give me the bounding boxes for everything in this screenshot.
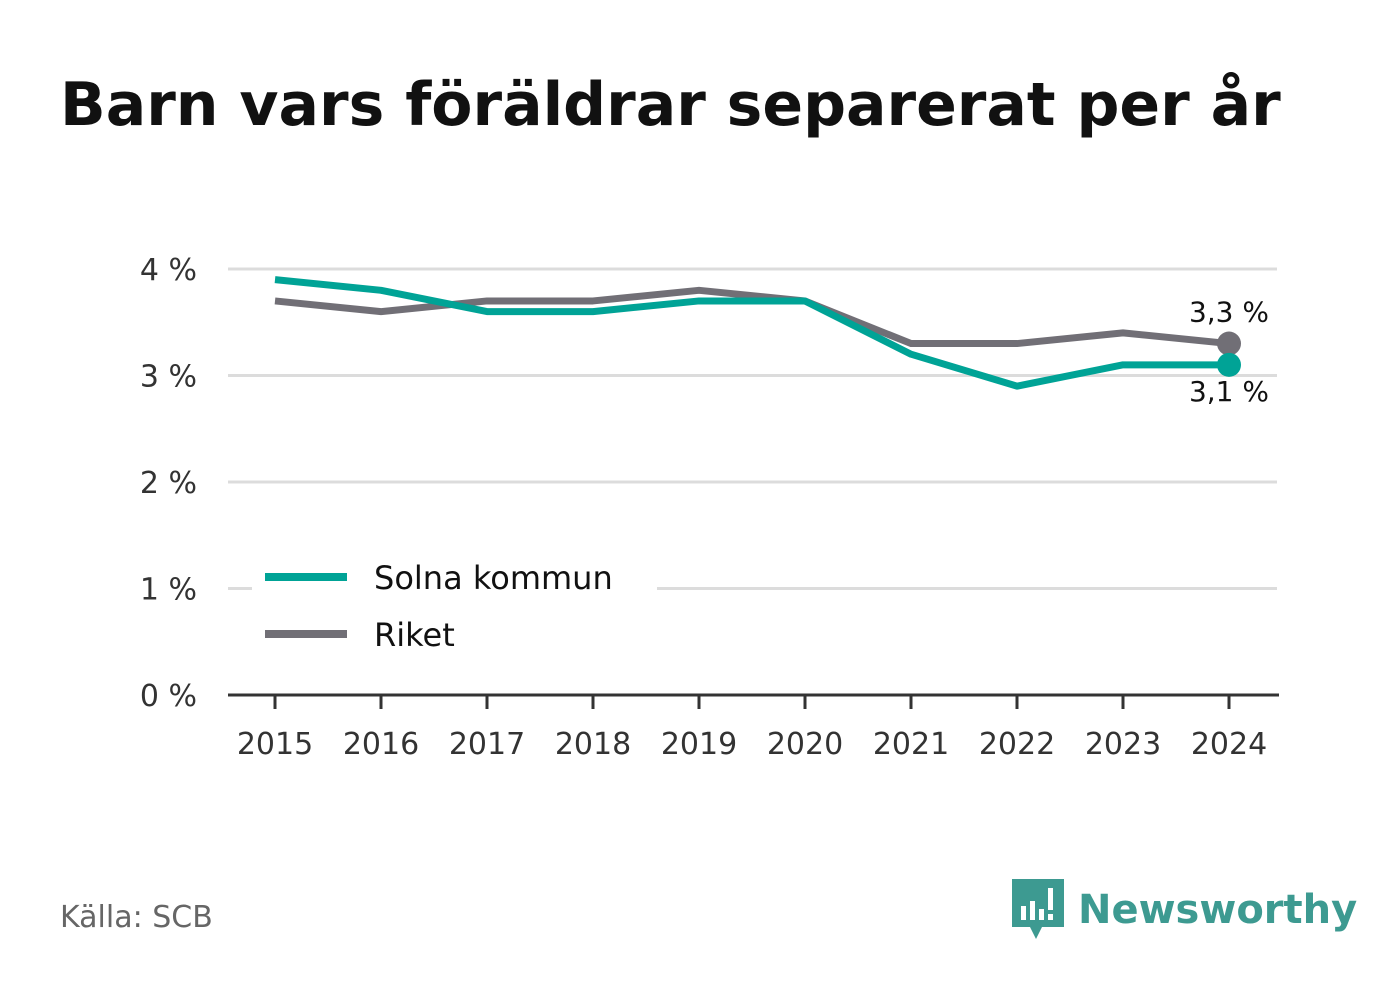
series-lines [274, 276, 1241, 390]
y-tick-label: 2 % [140, 466, 197, 501]
end-value-label: 3,1 % [1189, 375, 1269, 408]
y-axis: 0 % 1 % 2 % 3 % 4 % [140, 253, 197, 714]
newsworthy-logo-icon [1012, 879, 1064, 939]
source-note: Källa: SCB [60, 900, 213, 935]
series-line [274, 286, 1230, 348]
end-labels: 3,1 % 3,3 % [1189, 296, 1269, 408]
x-tick-label: 2015 [237, 727, 313, 762]
legend-background [252, 548, 657, 672]
x-tick-label: 2020 [767, 727, 843, 762]
series-end-point [1217, 331, 1241, 356]
x-tick-label: 2018 [555, 727, 631, 762]
end-value-label: 3,3 % [1189, 296, 1269, 329]
y-tick-label: 1 % [140, 573, 197, 608]
series-end-point [1217, 352, 1241, 377]
series-line [274, 276, 1229, 390]
x-tick-label: 2016 [343, 727, 419, 762]
x-axis: 2015 2016 2017 2018 2019 2020 2021 2022 2023 2024 [228, 693, 1279, 762]
chart-title: Barn vars föräldrar separerat per år [60, 70, 1281, 140]
legend: Solna kommun Riket [252, 548, 657, 672]
x-tick-label: 2021 [873, 727, 949, 762]
x-tick-label: 2023 [1085, 727, 1161, 762]
x-tick-label: 2017 [449, 727, 525, 762]
brand-name: Newsworthy [1078, 887, 1358, 933]
x-tick-label: 2022 [979, 727, 1055, 762]
x-tick-label: 2024 [1191, 727, 1267, 762]
legend-label: Riket [374, 616, 455, 654]
legend-label: Solna kommun [374, 559, 613, 597]
y-tick-label: 4 % [140, 253, 197, 288]
grid-lines [228, 267, 1277, 590]
x-tick-label: 2019 [661, 727, 737, 762]
y-tick-label: 0 % [140, 679, 197, 714]
brand-logo: Newsworthy [1012, 878, 1357, 942]
y-tick-label: 3 % [140, 360, 197, 395]
